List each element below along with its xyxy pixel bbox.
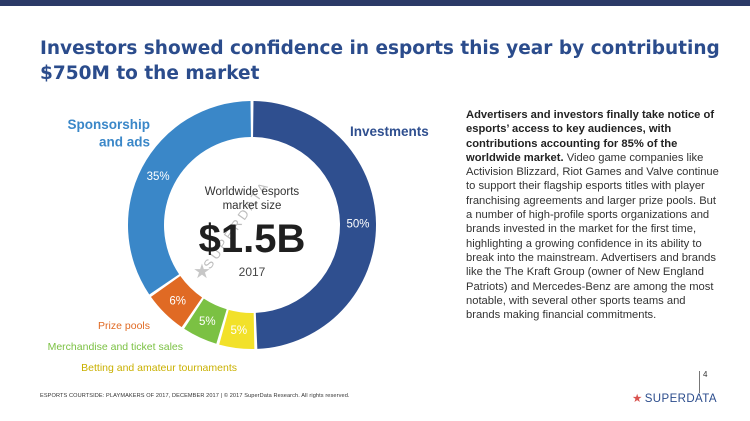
page-number: 4 <box>703 370 708 379</box>
body-text: Video game companies like Activision Bli… <box>466 151 719 322</box>
center-caption-line1: Worldwide esports <box>205 186 300 198</box>
body-lead: Advertisers and investors finally take n… <box>466 109 715 164</box>
brand-star-icon: ★ <box>632 393 643 405</box>
center-year: 2017 <box>239 265 266 279</box>
page-number-divider <box>699 371 700 393</box>
watermark-star-icon: ★ <box>193 259 211 283</box>
center-caption-line2: market size <box>223 200 282 212</box>
donut-chart: 50% 5% 5% 6% 35% Investments Sponsorship and a… <box>48 101 429 374</box>
center-value: $1.5B <box>199 217 306 261</box>
slice-category-label: Merchandise and ticket sales <box>48 341 183 353</box>
donut-slices <box>128 101 377 349</box>
slice-value-label: 5% <box>231 325 248 337</box>
donut-slice-prize-pools <box>150 276 203 328</box>
top-accent-bar <box>0 0 750 6</box>
donut-slice-merchandise-and-ticket-sales <box>184 298 227 344</box>
slice-category-label: Investments <box>350 124 429 139</box>
body-paragraph: Advertisers and investors finally take n… <box>466 108 720 322</box>
slice-value-label: 50% <box>346 218 369 230</box>
brand-logo: ★ SUPERDATA <box>632 391 717 405</box>
slice-value-label: 6% <box>169 296 186 308</box>
footer-citation: ESPORTS COURTSIDE: PLAYMAKERS OF 2017, D… <box>40 393 350 399</box>
slice-category-labels: Investments Sponsorship and ads Prize pools… <box>48 117 429 374</box>
slice-value-label: 5% <box>199 316 216 328</box>
donut-slice-betting-and-amateur-tournaments <box>219 309 255 349</box>
slice-value-label: 35% <box>147 171 170 183</box>
donut-slice-investments <box>253 101 377 349</box>
slice-category-label: Betting and amateur tournaments <box>81 362 237 374</box>
slice-value-labels: 50% 5% 5% 6% 35% <box>147 171 370 337</box>
slice-category-label: Prize pools <box>98 320 150 332</box>
slide-title: Investors showed confidence in esports t… <box>40 38 720 84</box>
slice-category-label: Sponsorship and ads <box>67 117 150 150</box>
brand-name: SUPERDATA <box>644 393 717 405</box>
donut-slice-sponsorship-and-ads <box>128 101 251 295</box>
